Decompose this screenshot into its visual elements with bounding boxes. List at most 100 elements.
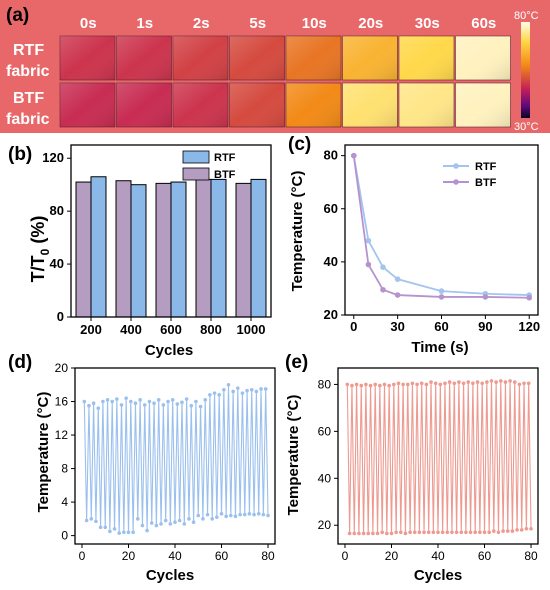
data-point [94,519,98,524]
line-chart-c: 0 30 60 90 120 20 40 60 80 RTF BTF [324,144,540,334]
data-point [203,398,208,402]
time-label-5s: 5s [249,15,266,32]
data-point [238,512,242,517]
row-label-rtf: RTF fabric [6,42,50,80]
time-label-1s: 1s [136,15,153,32]
y-tick-label: 20 [55,361,69,375]
x-tick-label: 400 [120,322,142,337]
x-tick-label: 80 [261,549,275,563]
panel-c: (c) 0 30 60 90 120 20 40 60 80 RTF BTF Time (s) Te… [288,134,540,356]
panel-c-xlabel: Time (s) [411,339,468,356]
panel-c-ylabel: Temperature (°C) [289,171,306,292]
x-tick-label: 120 [518,319,540,334]
data-point [84,518,89,523]
data-point [138,398,142,402]
data-point [526,381,531,386]
data-point [359,383,364,388]
data-point [473,530,478,535]
data-point [361,531,366,536]
data-point [375,531,380,536]
data-point [180,400,184,405]
colorbar-max-label: 80°C [514,10,539,22]
panel-e: (e) 0 20 40 60 80 20 40 60 80 Cycles Temperature… [285,352,539,584]
data-point [489,379,494,383]
data-point [191,520,196,525]
series-line-0 [346,380,532,534]
panel-e-xlabel: Cycles [414,567,462,584]
data-point [394,292,401,298]
x-tick-label: 30 [390,319,404,334]
panel-a: (a) 0s 1s 2s 5s 10s 20s 30s 60s RTF fabric BTF … [0,0,550,133]
data-point [103,525,108,530]
data-point [466,380,471,384]
data-point [492,529,496,533]
y-tick-label: 80 [50,203,64,218]
colorbar-min-label: 30°C [514,121,539,133]
data-point [89,517,94,521]
y-tick-label: 4 [61,495,68,509]
data-point [438,294,445,300]
x-tick-label: 200 [80,322,102,337]
data-point [392,382,396,387]
data-point [350,152,357,159]
data-point [433,381,438,386]
data-point [503,380,508,384]
data-point [177,518,182,523]
thermal-image-shading [60,83,115,127]
colorbar [521,22,530,118]
data-point [482,294,489,300]
data-point [394,276,401,282]
data-point [224,514,228,519]
legend-label-rtf: RTF [475,161,497,173]
data-point [263,387,268,391]
x-tick-label: 40 [431,549,445,563]
legend-label-rtf: RTF [214,152,236,164]
data-point [215,515,219,519]
data-point [170,398,175,402]
data-point [154,523,159,528]
data-point [159,522,163,526]
data-point [110,399,115,404]
bar-btf-600 [155,182,172,318]
data-point [510,529,515,533]
row-label-rtf-line1: RTF [13,42,44,59]
data-point [454,530,459,535]
data-point [112,527,117,531]
data-point [119,403,124,407]
row-label-btf-line1: BTF [13,90,44,107]
data-point [145,528,149,533]
data-point [394,530,398,535]
data-point [350,383,354,388]
legend-label-btf: BTF [214,169,236,181]
data-point [142,403,147,407]
panel-e-label: (e) [285,352,308,373]
thermal-image-shading [286,36,341,80]
data-point [117,531,121,535]
data-point [436,530,440,535]
bar-rtf-600 [170,181,187,318]
data-point [108,529,112,534]
data-point [96,406,101,411]
data-point [475,380,480,384]
data-point [187,517,191,521]
data-point [401,382,405,387]
x-tick-label: 60 [434,319,448,334]
data-point [403,531,408,536]
ylabel-sub: 0 [38,248,52,255]
y-tick-label: 120 [42,150,64,165]
data-point [412,530,417,535]
data-point [231,389,235,394]
data-point [266,513,270,518]
data-point [235,386,240,390]
y-tick-label: 16 [55,395,69,409]
data-point [424,382,429,387]
x-tick-label: 600 [160,322,182,337]
y-tick-label: 60 [324,201,338,216]
y-tick-label: 80 [324,148,338,163]
data-point [156,398,161,402]
data-point [498,379,503,383]
legend-label-btf: BTF [475,177,497,189]
thermal-image-shading [455,83,511,127]
